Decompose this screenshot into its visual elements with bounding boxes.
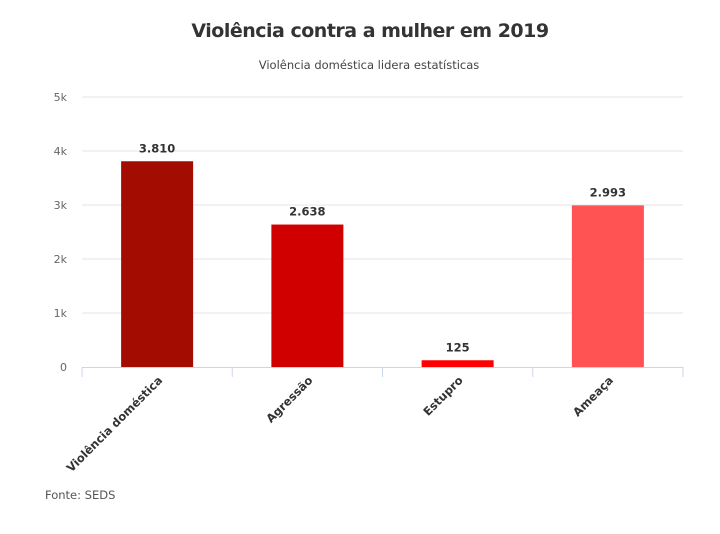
data-label: 3.810 (139, 141, 175, 155)
x-category-label: Violência doméstica (64, 373, 166, 475)
data-label: 125 (446, 340, 470, 354)
y-tick-label: 5k (54, 91, 68, 104)
chart-title: Violência contra a mulher em 2019 (191, 20, 549, 42)
y-tick-label: 2k (54, 253, 68, 266)
source-credit: Fonte: SEDS (45, 488, 116, 502)
y-tick-label: 3k (54, 199, 68, 212)
x-category-label: Agressão (263, 373, 315, 425)
bar (571, 205, 644, 367)
bar (271, 224, 344, 367)
x-category-label: Estupro (420, 373, 465, 418)
bar (121, 161, 194, 367)
y-tick-label: 0 (60, 361, 67, 374)
data-label: 2.638 (289, 205, 325, 219)
x-category-label: Ameaça (570, 373, 616, 419)
data-label: 2.993 (590, 185, 626, 199)
bar (421, 360, 494, 367)
chart-subtitle: Violência doméstica lidera estatísticas (258, 58, 480, 72)
y-tick-label: 4k (54, 145, 68, 158)
y-tick-label: 1k (54, 307, 68, 320)
